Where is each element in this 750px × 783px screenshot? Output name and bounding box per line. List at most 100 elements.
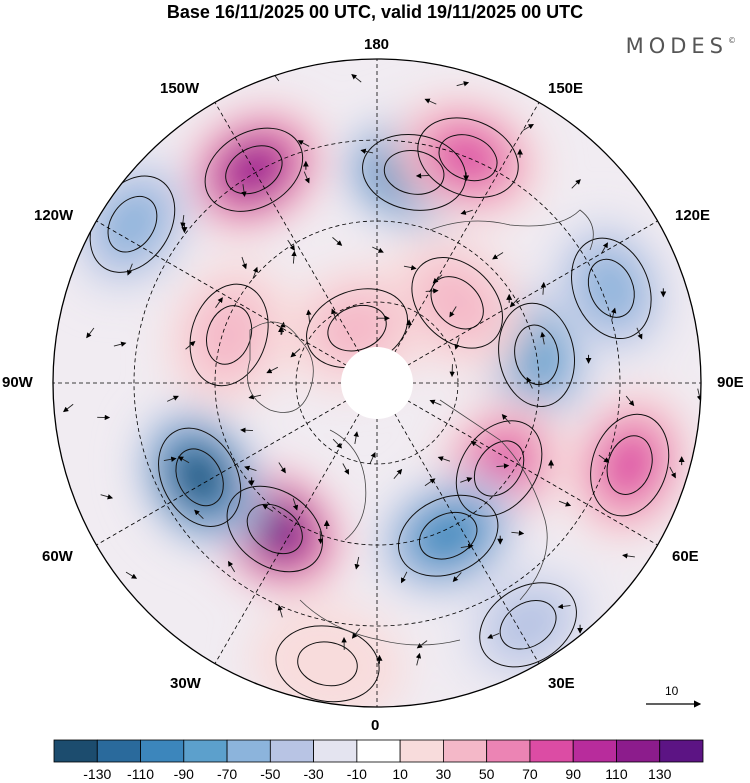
colorbar-swatch	[96, 739, 141, 763]
streamline	[514, 324, 559, 386]
colorbar-tick-label: -50	[260, 766, 280, 782]
wind-vector	[669, 466, 676, 479]
parallel	[295, 301, 459, 465]
wind-vector	[241, 184, 247, 198]
polar-cap	[341, 347, 413, 419]
streamline	[499, 600, 557, 650]
colorbar-swatch	[399, 739, 444, 763]
parallel	[214, 220, 540, 546]
wind-vector	[540, 331, 546, 345]
coastlines	[247, 209, 594, 646]
anomaly-blob	[419, 510, 478, 561]
wind-vector	[244, 465, 257, 472]
streamline	[438, 134, 498, 182]
colorbar-swatch	[53, 739, 98, 763]
colorbar-swatch	[616, 739, 661, 763]
wind-vector	[492, 252, 504, 260]
wind-vector	[353, 431, 359, 444]
wind-vector	[290, 348, 301, 358]
wind-vector	[342, 463, 350, 475]
streamline	[417, 117, 519, 199]
wind-vector	[185, 340, 196, 350]
streamline	[571, 237, 652, 340]
wind-vector	[557, 603, 571, 610]
reference-vector: 10	[640, 682, 710, 712]
anomaly-blob	[435, 130, 501, 185]
colorbar-tick-label: -130	[83, 766, 111, 782]
streamline	[473, 440, 525, 497]
anomaly-blob	[482, 584, 574, 666]
wind-vector	[303, 171, 310, 184]
wind-vector	[429, 399, 442, 406]
streamline	[189, 283, 269, 387]
wind-vector	[228, 560, 236, 573]
streamline	[107, 195, 158, 253]
wind-vector	[125, 571, 138, 579]
wind-vector	[425, 288, 439, 294]
streamline	[419, 511, 478, 560]
wind-vector	[306, 309, 312, 323]
colorbar-swatch	[140, 739, 185, 763]
brand-name: MODES	[625, 34, 728, 58]
parallel	[133, 139, 621, 627]
wind-vector	[449, 306, 457, 318]
lon-label-180: 180	[364, 36, 390, 53]
colorbar-tick-label: -70	[217, 766, 237, 782]
streamline	[411, 257, 503, 349]
wind-vector	[163, 456, 177, 462]
wind-vector	[215, 297, 223, 308]
colorbar-swatch	[659, 739, 704, 763]
wind-vector	[351, 73, 362, 83]
wind-vector	[393, 468, 403, 480]
wind-vector	[403, 264, 417, 271]
wind-vector	[625, 395, 635, 407]
colorbar-swatch	[529, 739, 574, 763]
wind-vector	[522, 124, 534, 131]
colorbar-tick-label: -110	[127, 766, 154, 782]
wind-vector	[292, 498, 299, 511]
wind-vector	[332, 237, 343, 246]
wind-vector	[452, 572, 462, 583]
wind-vector	[278, 462, 286, 474]
anomaly-blob	[100, 188, 165, 260]
colorbar-tick-label: 90	[565, 766, 581, 782]
lon-label-60w: 60W	[42, 548, 73, 565]
colorbar-tick-label: 70	[522, 766, 538, 782]
wind-vector	[424, 98, 437, 105]
meridian	[214, 102, 378, 384]
streamline	[175, 448, 224, 507]
lat-lon-grid	[53, 59, 701, 707]
streamline	[479, 582, 577, 668]
wind-vector	[611, 307, 617, 321]
colorbar-tick-label: 30	[436, 766, 452, 782]
brand-mark: ©	[728, 36, 736, 45]
lon-label-90e: 90E	[717, 374, 744, 391]
anomaly-blob	[249, 506, 300, 552]
wind-vector	[372, 246, 384, 253]
wind-vector	[496, 463, 510, 469]
colorbar-tick-label: -10	[347, 766, 367, 782]
colorbar-swatch	[356, 739, 401, 763]
wind-vector	[127, 263, 133, 276]
streamline	[297, 641, 358, 687]
colorbar-tick-label: 110	[605, 766, 628, 782]
wind-vector	[487, 633, 500, 639]
wind-vector	[526, 376, 533, 389]
wind-vector	[266, 366, 279, 374]
lon-label-120e: 120E	[675, 207, 711, 224]
colorbar-swatch	[442, 739, 488, 763]
wind-vector	[540, 281, 547, 295]
wind-vector	[415, 652, 422, 666]
wind-vector	[571, 179, 581, 189]
wind-vector	[460, 543, 474, 550]
anomaly-blob	[177, 451, 222, 503]
wind-vector	[511, 530, 525, 536]
wind-vector	[100, 494, 114, 500]
streamline	[498, 302, 575, 407]
wind-vector	[291, 250, 297, 264]
colorbar-tick-label: -30	[303, 766, 323, 782]
wind-vector	[317, 531, 324, 545]
colorbar-swatch	[226, 739, 271, 763]
